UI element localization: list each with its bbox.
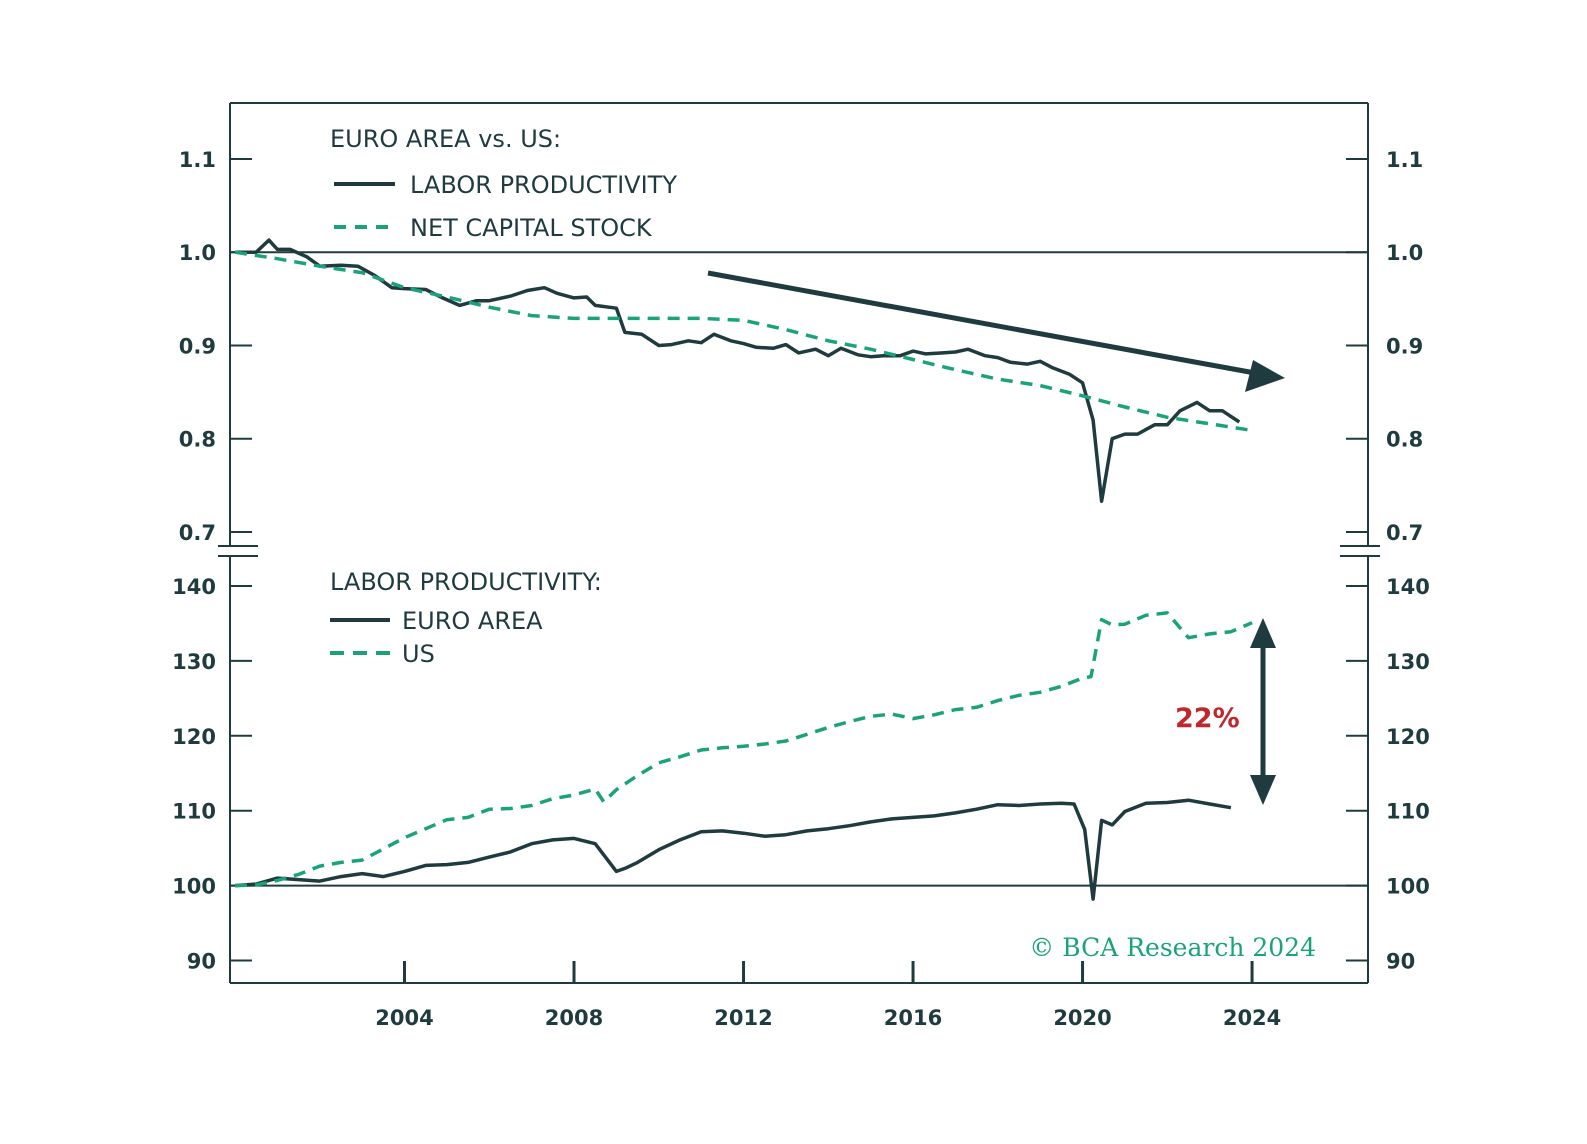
top-ytick-label-left-1: 0.8 xyxy=(179,428,216,452)
trend-arrow-shaft xyxy=(708,273,1255,373)
bottom-ytick-label-right-2: 110 xyxy=(1386,800,1430,824)
top-ytick-label-left-3: 1.0 xyxy=(179,241,216,265)
gap-arrow-head-down xyxy=(1250,775,1276,805)
top-legend-label-productivity: LABOR PRODUCTIVITY xyxy=(410,171,677,199)
top-ytick-label-right-2: 0.9 xyxy=(1386,334,1423,358)
trend-arrow-head xyxy=(1245,360,1285,392)
bottom-ytick-label-right-1: 100 xyxy=(1386,875,1430,899)
plot-frame xyxy=(218,103,1380,983)
bottom-ytick-label-left-0: 90 xyxy=(187,950,216,974)
xtick-label-3: 2016 xyxy=(884,1006,942,1030)
bottom-ytick-label-right-0: 90 xyxy=(1386,950,1415,974)
top-legend-label-capital: NET CAPITAL STOCK xyxy=(410,214,653,242)
top-legend-title: EURO AREA vs. US: xyxy=(330,125,561,153)
xtick-label-4: 2020 xyxy=(1053,1006,1111,1030)
top-ytick-label-right-4: 1.1 xyxy=(1386,148,1423,172)
gap-arrow xyxy=(1250,618,1276,805)
credit-year: 2024 xyxy=(1252,933,1316,962)
top-ytick-label-left-2: 0.9 xyxy=(179,334,216,358)
bottom-ytick-label-left-2: 110 xyxy=(172,800,216,824)
bottom-ytick-label-right-4: 130 xyxy=(1386,650,1430,674)
bottom-ytick-label-left-1: 100 xyxy=(172,875,216,899)
chart-figure: 0.7 0.7 0.8 0.8 0.9 0.9 1.0 1.0 1.1 1.1 90 90 100 100… xyxy=(0,0,1587,1144)
top-ytick-label-left-4: 1.1 xyxy=(179,148,216,172)
bca-credit: © BCA Research 2024 xyxy=(1029,933,1316,962)
xtick-label-0: 2004 xyxy=(375,1006,433,1030)
bottom-ytick-label-left-3: 120 xyxy=(172,725,216,749)
bottom-legend-title: LABOR PRODUCTIVITY: xyxy=(330,568,602,596)
gap-arrow-head-up xyxy=(1250,618,1276,648)
xtick-label-2: 2012 xyxy=(714,1006,772,1030)
bottom-legend-label-us: US xyxy=(402,640,435,668)
bottom-ytick-label-left-5: 140 xyxy=(172,575,216,599)
bottom-ytick-label-right-3: 120 xyxy=(1386,725,1430,749)
top-ytick-label-right-3: 1.0 xyxy=(1386,241,1423,265)
bottom-series-euro-area xyxy=(235,800,1231,899)
top-ytick-label-right-1: 0.8 xyxy=(1386,428,1423,452)
bottom-ytick-label-left-4: 130 xyxy=(172,650,216,674)
bottom-ytick-label-right-5: 140 xyxy=(1386,575,1430,599)
credit-brand: BCA xyxy=(1062,933,1119,962)
xtick-label-1: 2008 xyxy=(545,1006,603,1030)
credit-copyright: © xyxy=(1029,933,1054,962)
top-legend: EURO AREA vs. US: LABOR PRODUCTIVITY NET… xyxy=(330,125,677,242)
top-ytick-label-left-0: 0.7 xyxy=(179,521,216,545)
gap-label: 22% xyxy=(1175,703,1240,734)
xtick-label-5: 2024 xyxy=(1223,1006,1281,1030)
credit-word: Research xyxy=(1126,933,1244,962)
bottom-legend-label-euro: EURO AREA xyxy=(402,607,543,635)
top-ytick-label-right-0: 0.7 xyxy=(1386,521,1423,545)
bottom-legend: LABOR PRODUCTIVITY: EURO AREA US xyxy=(330,568,602,668)
